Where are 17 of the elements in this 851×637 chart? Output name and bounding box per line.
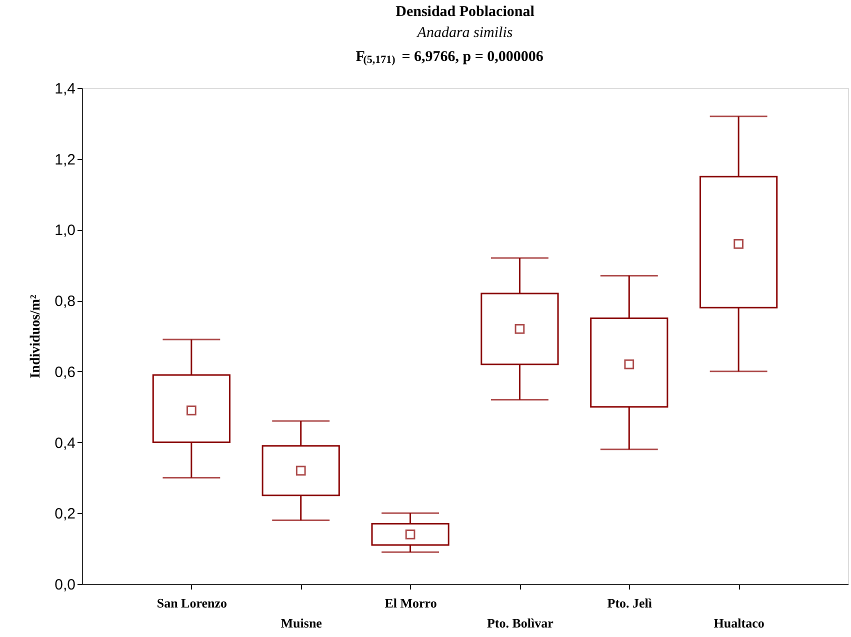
chart-title: Densidad Poblacional xyxy=(396,4,534,20)
x-tick-label: Pto. Bolìvar xyxy=(486,616,554,630)
x-tick-label: Muisne xyxy=(280,616,322,630)
y-tick-label: 1,0 xyxy=(54,222,76,240)
y-tick-label: 0,2 xyxy=(54,506,76,523)
x-tick-label: Hualtaco xyxy=(714,616,764,630)
x-tick-label: San Lorenzo xyxy=(156,596,228,610)
chart-subtitle: Anadara similis xyxy=(416,25,513,41)
y-tick-label: 1,2 xyxy=(54,151,76,168)
y-axis-title: Individuos/m² xyxy=(28,294,44,378)
y-tick-label: 0,4 xyxy=(54,434,76,452)
y-tick-label: 0,6 xyxy=(54,364,76,381)
y-tick-label: 0,0 xyxy=(54,576,76,594)
x-tick-label: El Morro xyxy=(384,596,437,610)
y-tick-label: 1,4 xyxy=(54,80,76,98)
y-tick-label: 0,8 xyxy=(54,293,76,310)
x-tick-label: Pto. Jelì xyxy=(607,596,652,610)
